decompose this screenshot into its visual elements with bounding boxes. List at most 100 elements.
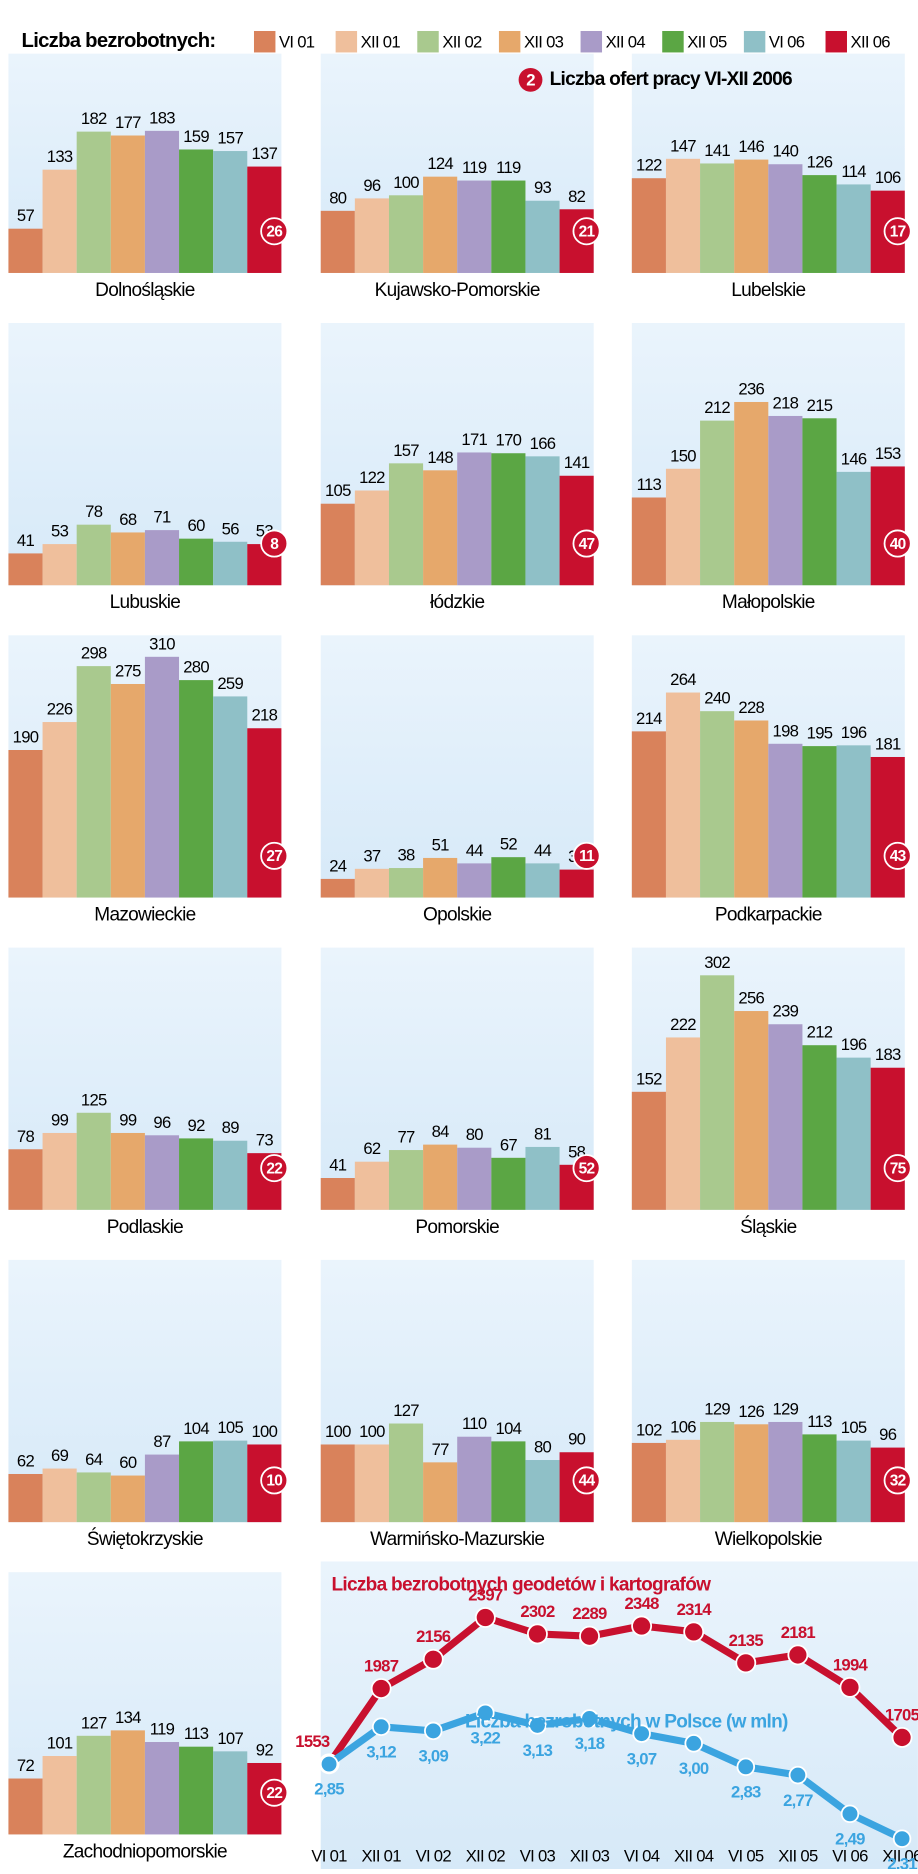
bar	[76, 524, 111, 586]
bar-value-label: 104	[496, 1419, 522, 1438]
bar-value-label: 177	[115, 113, 141, 132]
bar	[734, 1424, 769, 1523]
bar	[457, 180, 492, 273]
legend-swatch	[417, 30, 439, 53]
bar-value-label: 100	[359, 1422, 385, 1441]
bar-value-label: 69	[51, 1446, 69, 1465]
legend-swatch	[335, 30, 358, 53]
bar	[631, 497, 666, 586]
point-label: 2302	[520, 1602, 555, 1621]
region-name: Wielkopolskie	[715, 1529, 822, 1550]
bar-value-label: 166	[530, 434, 556, 453]
offers-badge	[883, 529, 912, 558]
bar-value-label: 157	[393, 441, 419, 460]
bar	[870, 756, 905, 898]
point-label: 3,09	[418, 1747, 448, 1766]
bar	[320, 878, 355, 898]
offers-badge	[260, 217, 289, 246]
legend-label: VI 01	[279, 32, 315, 51]
bar-value-label: 80	[466, 1125, 484, 1144]
region-name: Lubuskie	[110, 592, 181, 613]
bar-value-label: 122	[636, 156, 662, 175]
offers-number: 11	[579, 848, 595, 865]
bar	[110, 135, 145, 273]
point-label: 2135	[729, 1631, 764, 1650]
offers-badge	[572, 217, 601, 246]
bar	[354, 198, 389, 273]
bar-value-label: 302	[704, 953, 730, 972]
legend-label: VI 06	[769, 32, 805, 51]
offers-badge	[260, 1154, 289, 1183]
bar	[213, 151, 248, 273]
bar	[42, 1755, 77, 1835]
offers-number: 27	[266, 848, 282, 865]
point-label: 1553	[295, 1732, 330, 1751]
bar-value-label: 181	[875, 734, 901, 753]
bar	[631, 1442, 666, 1523]
bar-value-label: 87	[153, 1432, 171, 1451]
x-tick-label: XII 01	[362, 1846, 402, 1865]
bar	[213, 1140, 248, 1210]
bar-value-label: 53	[51, 522, 69, 541]
bar	[734, 1011, 769, 1210]
bar	[457, 863, 492, 898]
bar-value-label: 106	[875, 168, 901, 187]
bar-value-label: 102	[636, 1420, 662, 1439]
bar	[491, 180, 526, 273]
bar	[179, 1441, 214, 1523]
region-name: Świętokrzyskie	[87, 1528, 203, 1550]
offers-badge	[883, 841, 912, 870]
bar-value-label: 183	[149, 108, 175, 127]
point-label: 2314	[677, 1600, 713, 1619]
bar-value-label: 89	[222, 1118, 240, 1137]
region-name: Małopolskie	[722, 592, 815, 613]
x-tick-label: VI 02	[416, 1846, 452, 1865]
bar	[179, 538, 214, 586]
bar-value-label: 147	[670, 136, 696, 155]
x-tick-label: VI 01	[311, 1846, 347, 1865]
bar-value-label: 73	[256, 1131, 274, 1150]
legend-swatch	[498, 30, 521, 53]
x-tick-label: XII 06	[882, 1846, 918, 1865]
bar-value-label: 64	[85, 1450, 103, 1469]
bar-value-label: 93	[534, 178, 552, 197]
bar-value-label: 107	[217, 1729, 243, 1748]
bar	[76, 1472, 111, 1523]
bar-value-label: 157	[217, 129, 243, 148]
bar-value-label: 100	[393, 173, 419, 192]
bar	[768, 1421, 803, 1523]
bar-value-label: 146	[841, 449, 867, 468]
bar-value-label: 196	[841, 723, 867, 742]
bar	[525, 1146, 560, 1210]
bar	[388, 1150, 424, 1210]
bar-value-label: 127	[393, 1401, 419, 1420]
bar	[491, 1157, 526, 1210]
legend-label: XII 01	[361, 32, 401, 51]
point	[371, 1717, 391, 1736]
legend-label: XII 06	[851, 32, 891, 51]
bar	[836, 1057, 871, 1210]
region-name: Opolskie	[423, 904, 492, 925]
point-label: 2,31	[887, 1854, 917, 1869]
bar-value-label: 72	[17, 1756, 35, 1775]
bar-value-label: 148	[427, 448, 453, 467]
point	[370, 1678, 392, 1699]
point	[527, 1623, 548, 1645]
bar-value-label: 239	[773, 1002, 799, 1021]
bar	[144, 1742, 180, 1835]
bar	[388, 195, 424, 273]
bar	[354, 868, 389, 898]
series-title: Liczba bezrobotnych w Polsce (w mln)	[465, 1711, 788, 1732]
bar	[320, 503, 355, 586]
bar	[76, 131, 111, 273]
backgrounds	[8, 53, 918, 1869]
bar-value-label: 78	[17, 1127, 35, 1146]
bar-value-label: 106	[670, 1417, 696, 1436]
bar-value-label: 99	[51, 1110, 69, 1129]
legend-label: XII 03	[524, 32, 564, 51]
point-label: 3,00	[679, 1759, 709, 1778]
bar	[144, 1454, 180, 1523]
point	[632, 1724, 651, 1743]
bar-value-label: 78	[85, 502, 103, 521]
bar	[8, 1473, 43, 1523]
